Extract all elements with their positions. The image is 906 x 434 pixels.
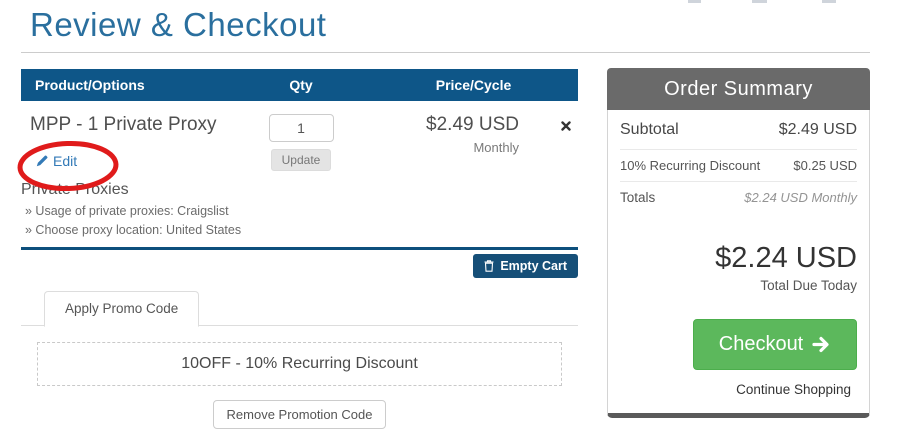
item-price: $2.49 USD [426, 114, 519, 135]
item-billing-cycle: Monthly [473, 140, 519, 155]
page-title: Review & Checkout [30, 6, 327, 43]
title-divider [21, 52, 870, 53]
product-option: » Usage of private proxies: Craigslist [25, 204, 229, 218]
summary-row-subtotal: Subtotal $2.49 USD [620, 110, 857, 150]
edit-link[interactable]: Edit [36, 153, 77, 169]
subtotal-value: $2.49 USD [778, 121, 857, 138]
column-header-price: Price/Cycle [435, 77, 512, 93]
order-summary-title: Order Summary [607, 68, 870, 110]
discount-value: $0.25 USD [793, 158, 857, 173]
promo-tabs: Apply Promo Code [21, 290, 578, 327]
total-due-amount: $2.24 USD [715, 242, 857, 274]
total-due-caption: Total Due Today [760, 278, 857, 293]
summary-row-discount: 10% Recurring Discount $0.25 USD [620, 150, 857, 182]
product-options-block: Private Proxies » Usage of private proxi… [21, 181, 578, 237]
empty-cart-button[interactable]: Empty Cart [473, 254, 578, 278]
cart-section: Product/Options Qty Price/Cycle MPP - 1 … [17, 69, 578, 434]
subtotal-label: Subtotal [620, 121, 679, 138]
column-header-qty: Qty [289, 77, 313, 93]
column-header-product: Product/Options [35, 77, 145, 93]
checkout-button[interactable]: Checkout [693, 319, 857, 370]
empty-cart-label: Empty Cart [500, 259, 567, 273]
trash-icon [484, 260, 494, 272]
quantity-input[interactable] [268, 114, 334, 142]
remove-item-button[interactable] [561, 118, 571, 136]
checkout-button-label: Checkout [718, 333, 804, 355]
product-group-name: Private Proxies [21, 181, 129, 198]
product-name: MPP - 1 Private Proxy [30, 114, 217, 135]
summary-row-totals: Totals $2.24 USD Monthly [620, 182, 857, 214]
remove-promotion-code-button[interactable]: Remove Promotion Code [212, 400, 387, 429]
update-button[interactable]: Update [270, 149, 332, 171]
pencil-icon [36, 155, 48, 167]
edit-link-label: Edit [53, 153, 78, 169]
discount-label: 10% Recurring Discount [620, 158, 761, 173]
product-option: » Choose proxy location: United States [25, 223, 242, 237]
applied-promo-code: 10OFF - 10% Recurring Discount [37, 342, 562, 386]
cart-table-header: Product/Options Qty Price/Cycle [21, 69, 578, 101]
close-icon [561, 121, 571, 131]
totals-label: Totals [620, 190, 656, 205]
arrow-right-icon [812, 336, 829, 353]
totals-value: $2.24 USD Monthly [744, 190, 857, 205]
order-summary-panel: Order Summary Subtotal $2.49 USD 10% Rec… [607, 68, 870, 418]
tab-apply-promo-code[interactable]: Apply Promo Code [44, 291, 200, 327]
cart-item-row: MPP - 1 Private Proxy Edit Update $2.49 … [17, 101, 578, 192]
continue-shopping-link[interactable]: Continue Shopping [736, 382, 851, 397]
cart-bottom-divider [21, 247, 578, 250]
